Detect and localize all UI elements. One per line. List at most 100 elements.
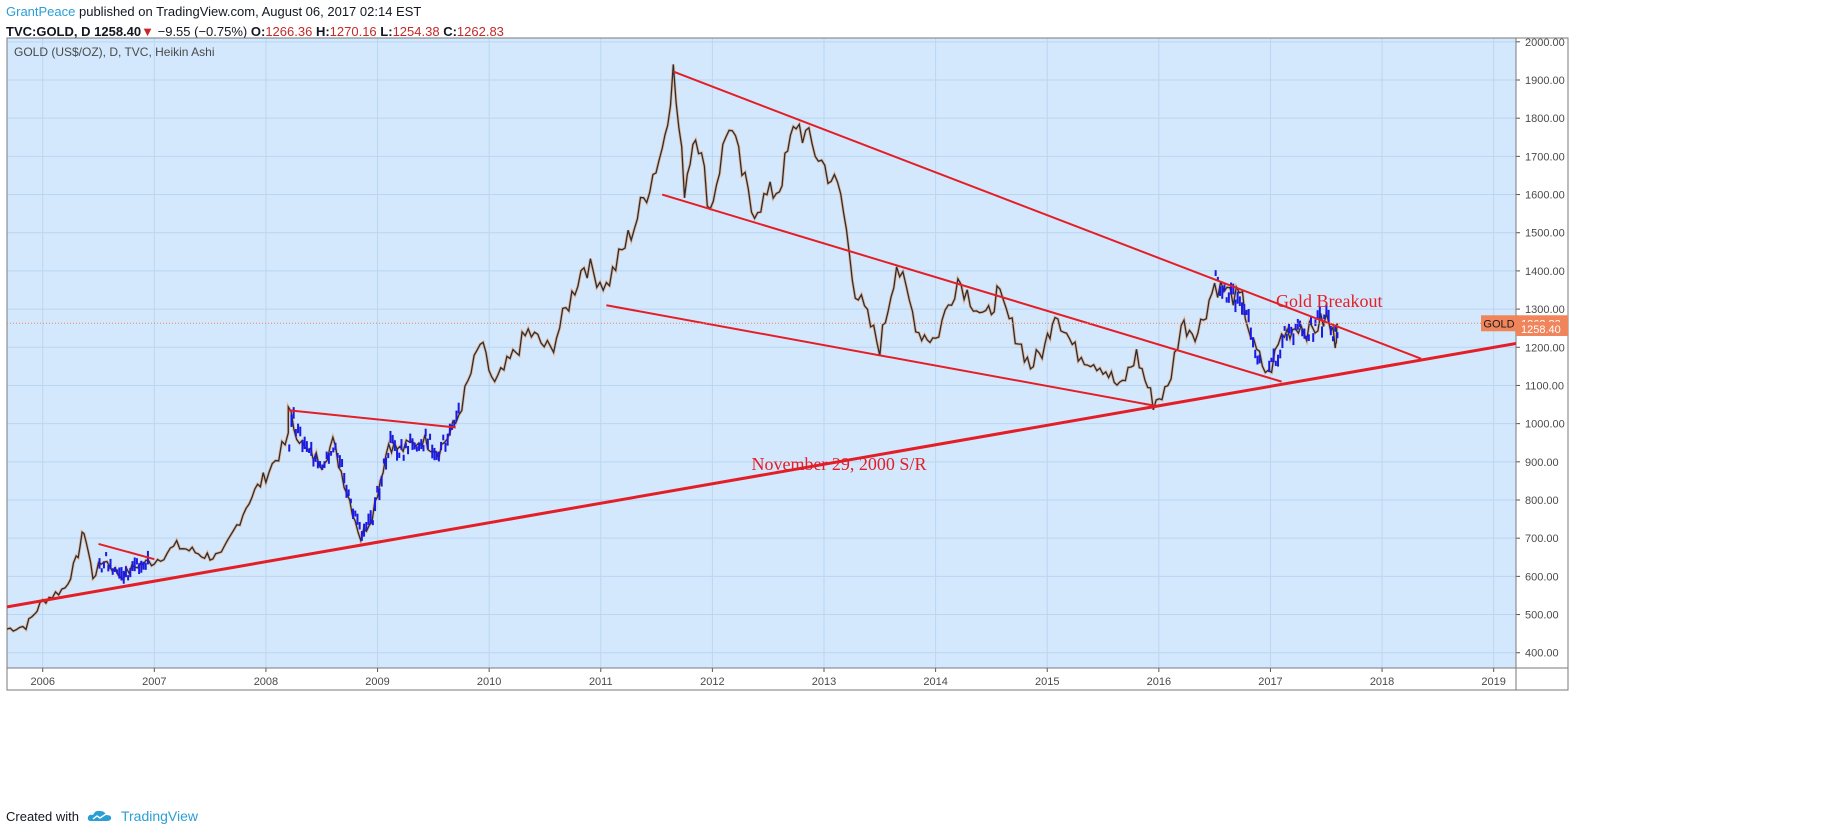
- x-tick-label: 2008: [254, 676, 278, 688]
- x-tick-label: 2009: [365, 676, 389, 688]
- low-value: 1254.38: [392, 24, 440, 39]
- heikin-ashi-candle: [1294, 323, 1297, 331]
- publish-text: published on TradingView.com, August 06,…: [75, 4, 422, 19]
- heikin-ashi-candle: [140, 560, 143, 573]
- symbol-badge: [1481, 315, 1518, 332]
- heikin-ashi-candle: [1316, 310, 1319, 320]
- x-tick-label: 2014: [923, 676, 947, 688]
- chart-title: GOLD (US$/OZ), D, TVC, Heikin Ashi: [14, 45, 215, 59]
- heikin-ashi-candle: [1247, 309, 1250, 323]
- heikin-ashi-candle: [303, 436, 306, 449]
- heikin-ashi-candle: [330, 451, 333, 456]
- heikin-ashi-candle: [316, 460, 319, 469]
- heikin-ashi-candle: [389, 430, 392, 444]
- heikin-ashi-candle: [393, 440, 396, 451]
- heikin-ashi-candle: [1234, 299, 1237, 313]
- tradingview-logo[interactable]: TradingView: [120, 808, 199, 824]
- heikin-ashi-candle: [314, 454, 317, 462]
- x-tick-label: 2010: [477, 676, 501, 688]
- heikin-ashi-candle: [1225, 297, 1228, 303]
- high-value: 1270.16: [329, 24, 377, 39]
- price-line: [7, 64, 1339, 632]
- heikin-ashi-candle: [127, 575, 130, 581]
- heikin-ashi-candle: [1274, 360, 1277, 367]
- heikin-ashi-candle: [367, 513, 370, 525]
- heikin-ashi-candle: [433, 447, 436, 461]
- heikin-ashi-candle: [135, 558, 138, 565]
- heikin-ashi-candle: [418, 442, 421, 451]
- x-tick-label: 2006: [30, 676, 54, 688]
- last-price: 1258.40: [94, 24, 142, 39]
- heikin-ashi-candle: [1334, 325, 1337, 332]
- heikin-ashi-candle: [1227, 292, 1230, 303]
- heikin-ashi-candle: [1307, 334, 1310, 342]
- heikin-ashi-candle: [376, 485, 379, 493]
- x-tick-label: 2013: [812, 676, 836, 688]
- heikin-ashi-candle: [332, 447, 335, 453]
- x-tick-label: 2018: [1370, 676, 1394, 688]
- y-tick-label: 1200.00: [1525, 342, 1565, 354]
- heikin-ashi-candle: [297, 423, 300, 434]
- heikin-ashi-candle: [349, 498, 352, 504]
- heikin-ashi-candle: [455, 410, 458, 421]
- y-tick-label: 600.00: [1525, 571, 1559, 583]
- heikin-ashi-candle: [100, 568, 103, 573]
- heikin-ashi-candle: [305, 441, 308, 453]
- heikin-ashi-candle: [400, 439, 403, 450]
- heikin-ashi-candle: [343, 472, 346, 484]
- heikin-ashi-candle: [345, 484, 348, 498]
- open-value: 1266.36: [265, 24, 313, 39]
- plot-layer: [7, 64, 1516, 633]
- heikin-ashi-candle: [334, 442, 337, 451]
- heikin-ashi-candle: [102, 561, 105, 569]
- heikin-ashi-candle: [301, 439, 304, 453]
- publish-line: GrantPeace published on TradingView.com,…: [6, 2, 1206, 22]
- heikin-ashi-candle: [1270, 357, 1273, 363]
- heikin-ashi-candle: [1336, 332, 1339, 339]
- heikin-ashi-candle: [1241, 302, 1244, 315]
- heikin-ashi-candle: [120, 567, 123, 581]
- heikin-ashi-candle: [1296, 318, 1299, 330]
- heikin-ashi-candle: [1249, 327, 1252, 340]
- heikin-ashi-candle: [1223, 284, 1226, 292]
- heikin-ashi-candle: [1288, 323, 1291, 334]
- y-tick-label: 1800.00: [1525, 113, 1565, 125]
- heikin-ashi-candle: [1301, 328, 1304, 337]
- y-tick-label: 800.00: [1525, 495, 1559, 507]
- heikin-ashi-candle: [113, 567, 116, 573]
- current-price-label: 1258.40: [1521, 324, 1561, 336]
- heikin-ashi-candle: [299, 426, 302, 437]
- heikin-ashi-candle: [413, 442, 416, 450]
- symbol-badge-label: GOLD: [1483, 318, 1514, 330]
- heikin-ashi-candle: [398, 452, 401, 458]
- heikin-ashi-candle: [1329, 325, 1332, 336]
- heikin-ashi-candle: [310, 441, 313, 456]
- y-tick-label: 1600.00: [1525, 190, 1565, 202]
- heikin-ashi-candle: [1230, 282, 1233, 295]
- trendline-2006-consolidation: [98, 542, 155, 561]
- heikin-ashi-candle: [440, 441, 443, 451]
- heikin-ashi-candle: [1283, 325, 1286, 331]
- current-price-badge: [1516, 321, 1568, 336]
- heikin-ashi-candle: [1325, 304, 1328, 316]
- close-value: 1262.83: [456, 24, 504, 39]
- heikin-ashi-candle: [1292, 333, 1295, 346]
- chart-header: GrantPeace published on TradingView.com,…: [6, 2, 1206, 42]
- price-axis-background: [1516, 38, 1568, 668]
- heikin-ashi-candle: [1285, 333, 1288, 341]
- heikin-ashi-candle: [1277, 354, 1280, 367]
- heikin-ashi-candle: [1305, 335, 1308, 340]
- heikin-ashi-candle: [374, 497, 377, 512]
- heikin-ashi-candle: [325, 451, 328, 460]
- heikin-ashi-candle: [1310, 316, 1313, 325]
- heikin-ashi-candle: [1243, 303, 1246, 316]
- heikin-ashi-candle: [1314, 319, 1317, 327]
- heikin-ashi-candle: [424, 428, 427, 437]
- heikin-ashi-candle: [131, 561, 134, 571]
- heikin-ashi-candle: [409, 433, 412, 444]
- y-tick-label: 400.00: [1525, 648, 1559, 660]
- author-link[interactable]: GrantPeace: [6, 4, 76, 19]
- y-tick-label: 900.00: [1525, 457, 1559, 469]
- heikin-ashi-segment: [1268, 304, 1339, 373]
